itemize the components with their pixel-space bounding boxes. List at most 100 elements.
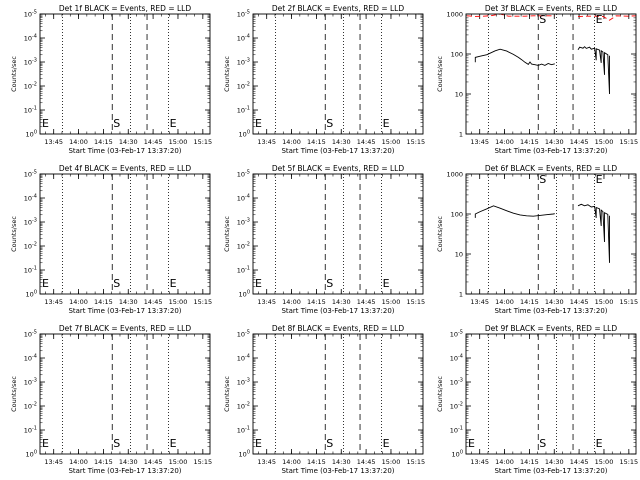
y-tick-label: 10-4: [24, 194, 37, 203]
panel-title: Det 1f BLACK = Events, RED = LLD: [59, 4, 192, 13]
x-axis-label: Start Time (03-Feb-17 13:37:20): [494, 307, 607, 315]
y-tick-label: 100: [26, 450, 37, 459]
marker-label: E: [468, 437, 475, 450]
x-tick-label: 14:15: [307, 458, 326, 466]
y-tick-label: 100: [26, 290, 37, 299]
panel-title: Det 4f BLACK = Events, RED = LLD: [59, 164, 192, 173]
y-tick-label: 100: [452, 450, 463, 459]
y-tick-label: 10-3: [450, 378, 463, 387]
x-tick-label: 14:15: [307, 298, 326, 306]
y-axis-label: Counts/sec: [436, 216, 444, 252]
panel-det-3f: Det 3f BLACK = Events, RED = LLD Counts/s…: [436, 4, 638, 155]
x-tick-label: 15:00: [382, 138, 401, 146]
y-tick-label: 10-1: [237, 266, 250, 275]
panel-title: Det 6f BLACK = Events, RED = LLD: [485, 164, 618, 173]
y-tick-label: 10-4: [24, 34, 37, 43]
x-tick-label: 15:15: [193, 458, 212, 466]
x-tick-label: 14:30: [119, 138, 138, 146]
x-tick-label: 14:30: [545, 298, 564, 306]
x-tick-label: 14:30: [332, 458, 351, 466]
plot-frame: [465, 13, 637, 135]
panel-det-5f: Det 5f BLACK = Events, RED = LLD Counts/s…: [223, 164, 425, 315]
marker-label: E: [596, 13, 603, 26]
x-tick-label: 14:00: [69, 458, 88, 466]
x-tick-label: 14:30: [119, 298, 138, 306]
y-tick-label: 100: [451, 51, 463, 59]
plot-frame: [465, 173, 637, 295]
x-tick-label: 14:15: [94, 138, 113, 146]
x-tick-label: 14:45: [357, 298, 376, 306]
y-axis-label: Counts/sec: [223, 56, 231, 92]
y-tick-label: 10-2: [237, 242, 250, 251]
plot-frame: [39, 333, 211, 455]
y-tick-label: 10-2: [24, 82, 37, 91]
x-tick-label: 14:15: [307, 138, 326, 146]
x-axis-label: Start Time (03-Feb-17 13:37:20): [68, 147, 181, 155]
plot-frame: [39, 13, 211, 135]
y-tick-label: 10-1: [237, 106, 250, 115]
marker-label: E: [42, 277, 49, 290]
events-series-line: [577, 203, 610, 263]
y-tick-label: 10-1: [24, 426, 37, 435]
y-tick-label: 10-3: [24, 378, 37, 387]
marker-label: E: [170, 277, 177, 290]
x-tick-label: 14:00: [495, 138, 514, 146]
y-tick-label: 1: [459, 291, 463, 299]
panel-title: Det 7f BLACK = Events, RED = LLD: [59, 324, 192, 333]
plot-frame: [39, 173, 211, 295]
x-tick-label: 15:00: [382, 458, 401, 466]
y-tick-label: 10-5: [24, 170, 37, 179]
x-tick-label: 15:00: [382, 298, 401, 306]
x-tick-label: 14:00: [282, 298, 301, 306]
x-tick-label: 14:30: [545, 458, 564, 466]
y-tick-label: 10: [455, 251, 463, 259]
x-tick-label: 14:45: [144, 298, 163, 306]
marker-label: E: [596, 437, 603, 450]
y-tick-label: 100: [239, 450, 250, 459]
events-series-line: [474, 205, 555, 218]
x-tick-label: 14:45: [357, 458, 376, 466]
x-tick-label: 14:30: [332, 298, 351, 306]
marker-label: E: [170, 437, 177, 450]
x-axis-label: Start Time (03-Feb-17 13:37:20): [68, 307, 181, 315]
y-axis-label: Counts/sec: [436, 56, 444, 92]
marker-label: E: [255, 437, 262, 450]
y-axis-label: Counts/sec: [223, 376, 231, 412]
panel-det-8f: Det 8f BLACK = Events, RED = LLD Counts/s…: [223, 324, 425, 475]
marker-label: E: [42, 117, 49, 130]
y-tick-label: 10-4: [450, 354, 463, 363]
marker-label: E: [255, 277, 262, 290]
y-tick-label: 10-5: [237, 170, 250, 179]
x-tick-label: 15:15: [406, 138, 425, 146]
x-tick-label: 15:15: [406, 458, 425, 466]
y-tick-label: 10-2: [237, 402, 250, 411]
panel-det-4f: Det 4f BLACK = Events, RED = LLD Counts/s…: [10, 164, 212, 315]
marker-label: E: [255, 117, 262, 130]
x-tick-label: 13:45: [470, 298, 489, 306]
marker-label: S: [326, 437, 333, 450]
marker-label: S: [113, 117, 120, 130]
y-tick-label: 10-4: [237, 354, 250, 363]
y-tick-label: 10-1: [24, 266, 37, 275]
x-tick-label: 14:45: [144, 458, 163, 466]
y-tick-label: 1000: [446, 11, 463, 19]
y-tick-label: 10-2: [450, 402, 463, 411]
y-tick-label: 10-2: [237, 82, 250, 91]
y-tick-label: 10-5: [24, 330, 37, 339]
y-tick-label: 10-3: [237, 218, 250, 227]
y-tick-label: 1: [459, 131, 463, 139]
x-axis-label: Start Time (03-Feb-17 13:37:20): [281, 467, 394, 475]
panel-title: Det 8f BLACK = Events, RED = LLD: [272, 324, 405, 333]
y-tick-label: 10-3: [24, 58, 37, 67]
marker-label: S: [113, 437, 120, 450]
x-axis-label: Start Time (03-Feb-17 13:37:20): [281, 147, 394, 155]
x-tick-label: 13:45: [470, 138, 489, 146]
x-tick-label: 13:45: [470, 458, 489, 466]
x-tick-label: 14:00: [282, 458, 301, 466]
x-tick-label: 15:15: [619, 138, 638, 146]
events-series-line: [577, 46, 610, 95]
y-tick-label: 10-4: [24, 354, 37, 363]
lld-series-line: [466, 14, 555, 17]
x-tick-label: 14:00: [282, 138, 301, 146]
